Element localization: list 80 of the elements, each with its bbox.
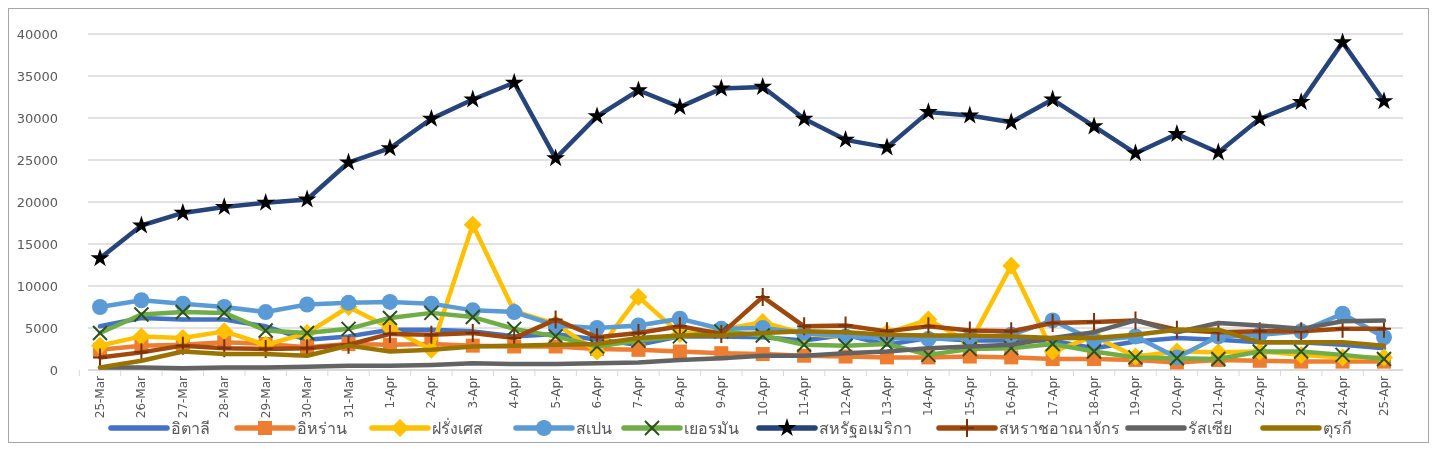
y-tick-label: 25000 bbox=[16, 152, 58, 168]
x-tick-label: 15-Apr bbox=[962, 375, 977, 417]
y-tick-label: 15000 bbox=[16, 236, 58, 252]
x-tick-label: 6-Apr bbox=[590, 375, 605, 409]
point bbox=[174, 335, 191, 356]
point bbox=[381, 293, 398, 310]
point bbox=[1003, 321, 1020, 342]
legend-label: สเปน bbox=[576, 418, 612, 438]
y-tick-label: 5000 bbox=[24, 320, 58, 336]
point bbox=[629, 287, 648, 306]
point bbox=[1251, 321, 1268, 342]
point bbox=[796, 316, 813, 337]
legend-label: สหราชอาณาจักร bbox=[999, 418, 1120, 438]
legend-label: รัสเซีย bbox=[1188, 418, 1232, 438]
x-tick-label: 25-Mar bbox=[93, 375, 107, 419]
point bbox=[961, 320, 978, 341]
x-tick-label: 26-Mar bbox=[134, 375, 149, 419]
legend-label: อิตาลี bbox=[171, 418, 210, 438]
x-tick-label: 4-Apr bbox=[507, 375, 522, 409]
point bbox=[1044, 312, 1061, 333]
point bbox=[381, 323, 398, 344]
x-tick-label: 1-Apr bbox=[382, 375, 397, 409]
point bbox=[133, 292, 150, 309]
point bbox=[92, 299, 108, 315]
x-tick-label: 24-Apr bbox=[1335, 375, 1350, 417]
x-tick-label: 22-Apr bbox=[1252, 375, 1267, 417]
x-tick-label: 25-Apr bbox=[1377, 375, 1391, 417]
legend-label: อิหร่าน bbox=[297, 418, 347, 438]
point bbox=[216, 338, 233, 359]
x-tick-label: 12-Apr bbox=[838, 375, 853, 417]
x-tick-label: 10-Apr bbox=[755, 375, 770, 417]
point bbox=[547, 309, 564, 330]
point bbox=[1002, 256, 1021, 275]
x-tick-label: 16-Apr bbox=[1004, 375, 1019, 417]
x-tick-label: 5-Apr bbox=[548, 375, 563, 409]
point bbox=[423, 324, 440, 345]
point bbox=[1127, 310, 1144, 331]
point bbox=[1086, 312, 1103, 333]
y-tick-label: 0 bbox=[49, 362, 58, 378]
point bbox=[630, 323, 647, 344]
point bbox=[340, 294, 357, 311]
x-tick-label: 9-Apr bbox=[714, 375, 729, 409]
point bbox=[257, 304, 274, 321]
x-tick-label: 17-Apr bbox=[1045, 375, 1060, 417]
y-tick-label: 10000 bbox=[16, 278, 58, 294]
x-tick-label: 18-Apr bbox=[1087, 375, 1102, 417]
y-tick-label: 30000 bbox=[16, 110, 58, 126]
x-tick-label: 14-Apr bbox=[921, 375, 936, 417]
x-tick-label: 21-Apr bbox=[1211, 375, 1226, 417]
y-tick-label: 20000 bbox=[16, 194, 58, 210]
x-tick-label: 29-Mar bbox=[258, 375, 273, 419]
x-tick-label: 20-Apr bbox=[1169, 375, 1184, 417]
point bbox=[299, 296, 316, 313]
x-tick-label: 11-Apr bbox=[797, 375, 812, 417]
x-tick-label: 8-Apr bbox=[672, 375, 687, 409]
legend-label: เยอรมัน bbox=[684, 418, 739, 438]
x-tick-label: 13-Apr bbox=[879, 375, 894, 417]
x-tick-label: 28-Mar bbox=[217, 375, 232, 419]
point bbox=[463, 215, 482, 234]
legend-label: ฝรั่งเศส bbox=[432, 416, 483, 438]
y-tick-label: 35000 bbox=[16, 68, 58, 84]
x-tick-label: 31-Mar bbox=[341, 375, 356, 419]
x-tick-label: 19-Apr bbox=[1128, 375, 1143, 417]
y-tick-label: 40000 bbox=[16, 26, 58, 42]
point bbox=[215, 322, 234, 341]
point bbox=[132, 327, 151, 346]
point bbox=[92, 347, 108, 368]
x-tick-label: 27-Mar bbox=[175, 375, 190, 419]
legend-label: สหรัฐอเมริกา bbox=[819, 418, 912, 438]
point bbox=[257, 339, 274, 359]
x-tick-label: 23-Apr bbox=[1294, 375, 1309, 417]
point bbox=[672, 344, 687, 359]
x-tick-label: 30-Mar bbox=[300, 375, 315, 419]
point bbox=[91, 336, 109, 355]
legend-label: ตุรกี bbox=[1323, 418, 1352, 439]
x-tick-label: 3-Apr bbox=[465, 375, 480, 409]
x-tick-label: 2-Apr bbox=[424, 375, 439, 409]
x-tick-label: 7-Apr bbox=[631, 375, 646, 409]
point bbox=[754, 286, 771, 307]
point bbox=[464, 323, 481, 344]
